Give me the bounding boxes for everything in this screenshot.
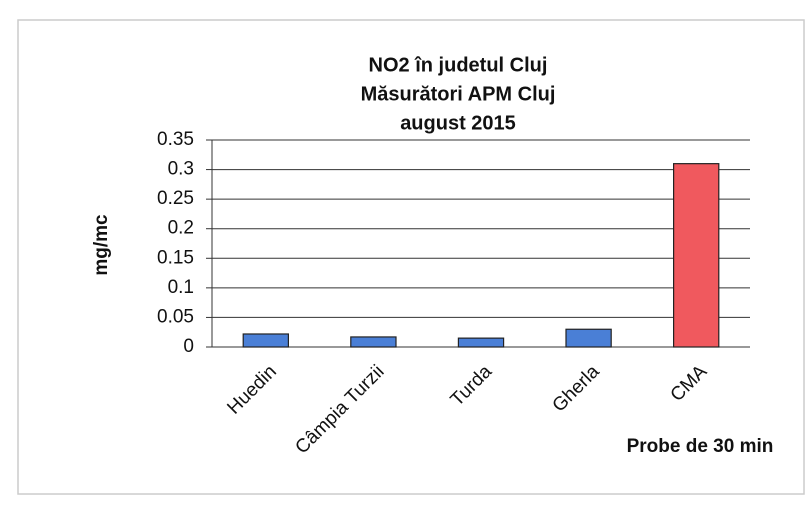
bar xyxy=(242,333,289,348)
y-tick-label: 0.2 xyxy=(168,218,194,239)
chart-title: NO2 în judetul Cluj xyxy=(369,54,548,76)
y-tick-label: 0 xyxy=(183,336,194,357)
x-tick-label: CMA xyxy=(667,361,712,406)
chart-frame xyxy=(17,19,805,495)
x-tick-label: Câmpia Turzii xyxy=(291,361,388,458)
y-axis-label: mg/mc xyxy=(91,214,112,276)
bar xyxy=(565,328,612,348)
bar xyxy=(350,336,397,348)
chart-title: Măsurători APM Cluj xyxy=(361,83,556,105)
y-tick-label: 0.35 xyxy=(157,129,194,150)
chart-title: august 2015 xyxy=(400,112,516,134)
x-tick-label: Turda xyxy=(447,361,497,411)
y-tick-label: 0.15 xyxy=(157,247,194,268)
bar xyxy=(457,337,505,348)
y-tick-label: 0.3 xyxy=(168,159,194,180)
x-tick-label: Huedin xyxy=(223,361,280,418)
y-tick-label: 0.25 xyxy=(157,188,194,209)
y-tick-label: 0.1 xyxy=(168,277,194,298)
x-axis-label: Probe de 30 min xyxy=(627,436,774,457)
x-tick-label: Gherla xyxy=(549,361,604,416)
y-tick-label: 0.05 xyxy=(157,306,194,327)
bar xyxy=(673,163,720,348)
